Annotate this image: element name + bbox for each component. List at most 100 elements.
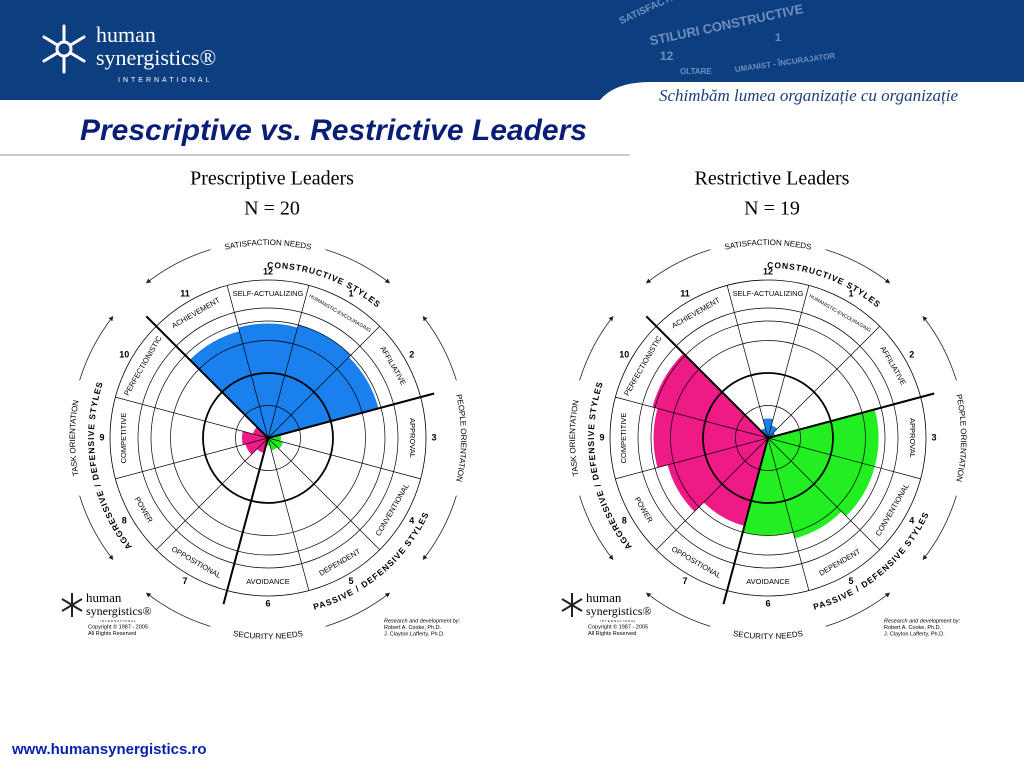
orientation-arrow — [325, 592, 391, 627]
sector-line — [115, 396, 269, 439]
mini-logo-tagline: INTERNATIONAL — [600, 619, 637, 623]
style-name: DEPENDENT — [817, 547, 862, 578]
style-number: 9 — [99, 432, 104, 442]
sector-line — [767, 285, 810, 439]
sector-line — [145, 315, 269, 439]
style-name: PERFECTIONISTIC — [622, 334, 664, 397]
cluster-label: AGGRESSIVE / DEFENSIVE STYLES — [586, 380, 634, 552]
style-name: POWER — [133, 495, 155, 525]
header-logo-icon — [42, 24, 86, 74]
style-name: SELF-ACTUALIZING — [733, 289, 804, 298]
credit-text: J. Clayton Lafferty, Ph.D. — [884, 631, 945, 637]
style-name: COMPETITIVE — [119, 413, 128, 464]
style-name: ACHIEVEMENT — [170, 295, 222, 330]
ring — [150, 320, 386, 556]
credit-text: Research and development by: — [884, 618, 961, 624]
style-number: 7 — [682, 576, 687, 586]
mini-logo-icon — [61, 593, 83, 617]
style-name: PERFECTIONISTIC — [122, 334, 164, 397]
orientation-arrow — [579, 315, 614, 381]
credit-text: All Rights Reserved — [588, 631, 636, 637]
style-number: 2 — [409, 349, 414, 359]
sector-line — [267, 437, 380, 550]
style-name: CONVENTIONAL — [374, 482, 411, 538]
style-number: 12 — [763, 266, 773, 276]
style-name: APPROVAL — [908, 418, 917, 458]
style-number: 6 — [765, 598, 770, 608]
sector-line — [615, 396, 769, 439]
sector-line — [767, 392, 935, 439]
style-wedge — [742, 438, 794, 536]
sector-line — [156, 437, 269, 550]
orientation-arrow — [579, 495, 614, 561]
style-number: 10 — [619, 349, 629, 359]
style-number: 10 — [119, 349, 129, 359]
cluster-label: AGGRESSIVE / DEFENSIVE STYLES — [86, 380, 134, 552]
style-number: 11 — [180, 289, 190, 299]
mini-logo-name: human — [586, 590, 622, 605]
orientation-arrow — [825, 249, 891, 284]
style-wedge — [268, 357, 379, 438]
sector-line — [267, 437, 421, 480]
orientation-label-path: SATISFACTION NEEDS — [224, 238, 312, 252]
header-band — [0, 0, 1024, 100]
style-number: 7 — [182, 576, 187, 586]
logo-name: synergistics® — [96, 45, 216, 70]
ring — [235, 405, 301, 471]
outer-ring — [109, 279, 427, 597]
style-number: 6 — [265, 598, 270, 608]
orientation-label: PEOPLE ORIENTATION — [454, 393, 468, 482]
mini-logo-name: synergistics® — [86, 604, 152, 618]
ring — [637, 307, 899, 569]
cluster-label-path: AGGRESSIVE / DEFENSIVE STYLES — [86, 380, 133, 552]
credit-text: Copyright © 1987 - 2005 — [588, 623, 648, 630]
chart-subtitle: N = 19 — [744, 198, 800, 220]
mini-logo-name: synergistics® — [586, 604, 652, 618]
sector-line — [767, 437, 810, 591]
style-name: CONVENTIONAL — [874, 482, 911, 538]
style-name: OPPOSITIONAL — [170, 544, 223, 580]
chart-title: Prescriptive Leaders — [190, 168, 354, 190]
style-wedge — [652, 353, 768, 438]
style-number: 4 — [409, 515, 414, 525]
ring — [735, 405, 801, 471]
style-number: 11 — [680, 289, 690, 299]
orientation-label-path: TASK ORIENTATION — [568, 399, 581, 477]
style-number: 5 — [848, 576, 853, 586]
style-number: 5 — [348, 576, 353, 586]
style-wedge — [762, 418, 774, 438]
style-name: SELF-ACTUALIZING — [233, 289, 304, 298]
style-name: POWER — [633, 495, 655, 525]
orientation-arrow — [645, 592, 711, 627]
style-number: 3 — [431, 432, 436, 442]
style-wedge — [768, 425, 778, 438]
slide-title: Prescriptive vs. Restrictive Leaders — [80, 114, 587, 147]
orientation-arrow — [922, 495, 957, 561]
orientation-arrow — [922, 315, 957, 381]
style-name: AFFILIATIVE — [878, 345, 908, 387]
orientation-label-path: SECURITY NEEDS — [732, 629, 803, 641]
ring — [170, 340, 366, 536]
style-number: 1 — [848, 289, 853, 299]
watermark-text: 1 — [775, 32, 781, 44]
style-name: AFFILIATIVE — [378, 345, 408, 387]
slogan: Schimbăm lumea organizație cu organizați… — [659, 86, 958, 105]
orientation-arrow — [422, 495, 457, 561]
style-name: COMPETITIVE — [619, 413, 628, 464]
circumplex-chart: Prescriptive Leaders N = 20 HUMANISTIC-ENC… — [61, 168, 468, 641]
sector-line — [267, 326, 380, 439]
credit-text: Robert A. Cooke, Ph.D. — [384, 625, 442, 631]
style-wedge — [241, 431, 268, 445]
sector-line — [767, 437, 921, 480]
mini-logo-name: human — [86, 590, 122, 605]
sector-line — [656, 437, 769, 550]
style-name: AVOIDANCE — [246, 577, 290, 586]
ring — [702, 372, 834, 504]
ring — [670, 340, 866, 536]
sector-line — [267, 392, 435, 439]
mini-logo-tagline: INTERNATIONAL — [100, 619, 137, 623]
style-number: 12 — [263, 266, 273, 276]
sector-line — [115, 437, 269, 480]
orientation-label-path: PEOPLE ORIENTATION — [454, 393, 468, 482]
